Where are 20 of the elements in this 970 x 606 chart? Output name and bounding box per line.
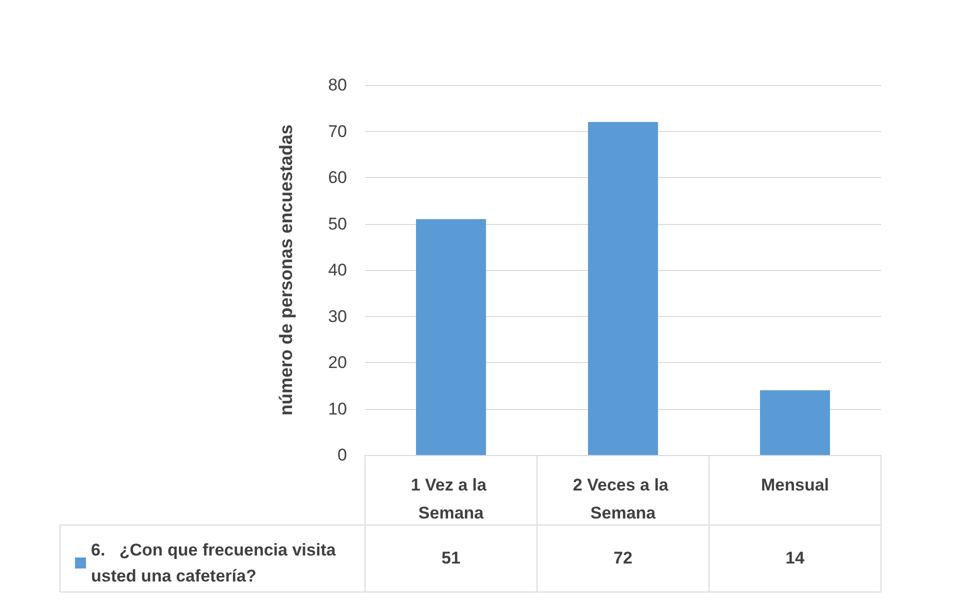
y-tick-label: 80 <box>328 76 347 94</box>
x-tick-label: 1 Vez a la Semana <box>410 476 492 522</box>
data-label: 72 <box>614 548 632 568</box>
data-label: 14 <box>786 548 805 568</box>
bar <box>760 390 830 455</box>
bar <box>416 219 486 455</box>
x-tick-label: Mensual <box>760 476 830 494</box>
y-tick-label: 0 <box>338 446 347 464</box>
legend-label: 6. ¿Con que frecuencia visita usted una cafetería? <box>91 540 340 586</box>
y-tick-label: 40 <box>328 260 347 280</box>
y-tick-label: 60 <box>328 168 347 187</box>
y-axis-title: número de personas encuestadas <box>276 124 296 416</box>
y-tick-label: 50 <box>328 214 347 234</box>
x-tick-label: 2 Veces a la Semana <box>572 476 674 522</box>
bar <box>588 122 658 455</box>
y-tick-label: 30 <box>328 306 347 326</box>
data-label: 51 <box>442 548 460 568</box>
y-tick-label: 10 <box>328 399 347 418</box>
y-tick-label: 70 <box>328 122 347 141</box>
y-tick-label: 20 <box>328 353 347 372</box>
